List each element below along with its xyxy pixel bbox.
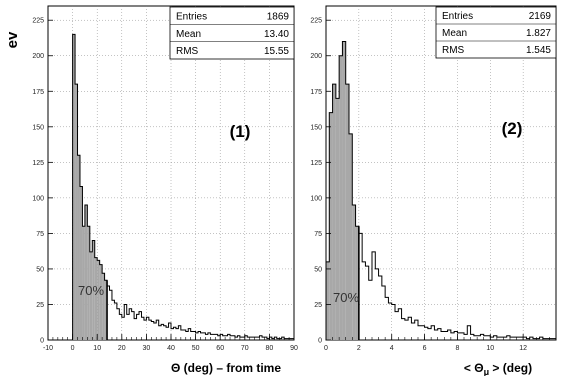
- plot-frame: [325, 5, 557, 341]
- stats-value: 1869: [267, 11, 290, 22]
- histogram-bar-shaded: [329, 112, 333, 341]
- y-tick-label: 200: [32, 53, 44, 60]
- x-tick-label: 10: [93, 345, 101, 352]
- stats-value: 1.545: [526, 45, 551, 56]
- histogram-bar-shaded: [89, 251, 93, 340]
- x-tick-label: 60: [216, 345, 224, 352]
- stats-value: 13.40: [264, 29, 289, 40]
- x-tick-label: 90: [290, 345, 298, 352]
- histogram-bar-shaded: [79, 186, 83, 340]
- y-tick-label: 75: [314, 231, 322, 238]
- x-tick-label: 70: [241, 345, 249, 352]
- x-tick-label: 8: [455, 345, 459, 352]
- histogram-bar-shaded: [75, 84, 78, 340]
- y-tick-label: 225: [32, 18, 44, 25]
- x-tick-label: 10: [486, 345, 494, 352]
- histogram-outline: [72, 33, 295, 340]
- shaded-percent-label: 70%: [333, 290, 359, 305]
- x-tick-label: 4: [390, 345, 394, 352]
- x-axis-label-panel-2-sub: μ: [484, 367, 490, 376]
- stats-key: Mean: [176, 29, 201, 40]
- y-tick-label: 0: [318, 338, 322, 345]
- y-tick-label: 100: [310, 195, 322, 202]
- y-tick-label: 50: [36, 266, 44, 273]
- histogram-bar-shaded: [355, 226, 359, 340]
- histogram-bar-shaded: [345, 84, 349, 340]
- shaded-percent-label: 70%: [78, 283, 104, 298]
- stats-key: Entries: [176, 11, 207, 22]
- x-axis-label-panel-2: < Θμ > (deg): [464, 361, 532, 376]
- histogram-bar-shaded: [326, 261, 330, 340]
- y-tick-label: 0: [40, 338, 44, 345]
- stats-box: [435, 6, 557, 59]
- x-tick-label: 6: [423, 345, 427, 352]
- y-tick-label: 125: [310, 160, 322, 167]
- x-tick-label: 0: [71, 345, 75, 352]
- stats-value: 15.55: [264, 46, 289, 57]
- x-tick-label: 0: [324, 345, 328, 352]
- histogram-panel-theta-mu: 0 25 50 75 100 125 150 175 200 225 0 2 4 6 8 10 12 (2) 70%…: [310, 5, 557, 352]
- panel-label: (1): [230, 122, 251, 141]
- y-tick-label: 100: [32, 195, 44, 202]
- x-axis-label-panel-1: Θ (deg) – from time: [171, 361, 281, 375]
- stats-key: Mean: [442, 28, 467, 39]
- stats-key: Entries: [442, 11, 473, 22]
- histogram-bar-shaded: [82, 226, 85, 340]
- histogram-bar-shaded: [72, 34, 76, 340]
- x-tick-label: 12: [519, 345, 527, 352]
- histogram-bar-shaded: [77, 155, 80, 340]
- histogram-bar-shaded: [339, 55, 343, 340]
- histogram-bar-shaded: [352, 204, 356, 340]
- y-tick-label: 175: [32, 89, 44, 96]
- y-tick-label: 75: [36, 231, 44, 238]
- histogram-bar-shaded: [99, 264, 103, 340]
- stats-box: [169, 6, 295, 60]
- histogram-bar-shaded: [335, 98, 340, 340]
- y-tick-label: 25: [314, 302, 322, 309]
- histogram-bar-shaded: [332, 84, 336, 340]
- x-tick-label: 30: [143, 345, 151, 352]
- histogram-bar-shaded: [92, 240, 95, 340]
- y-axis-label: ev: [4, 31, 21, 48]
- x-tick-label: 40: [167, 345, 175, 352]
- histogram-bar-shaded: [84, 204, 88, 340]
- x-axis-label-panel-2-head: < Θ: [464, 361, 484, 375]
- y-tick-label: 200: [310, 53, 322, 60]
- panel-label: (2): [502, 119, 523, 138]
- y-tick-label: 50: [314, 266, 322, 273]
- histogram-bar-shaded: [97, 260, 100, 340]
- histogram-bar-shaded: [94, 257, 98, 340]
- histogram-bar-shaded: [104, 280, 108, 340]
- y-tick-label: 125: [32, 160, 44, 167]
- y-tick-label: 150: [32, 124, 44, 131]
- x-axis-label-panel-2-tail: > (deg): [489, 361, 532, 375]
- histogram-bar-shaded: [342, 41, 346, 340]
- y-tick-label: 225: [310, 18, 322, 25]
- x-tick-label: 80: [266, 345, 274, 352]
- histogram-bar-shaded: [87, 226, 90, 340]
- stats-key: RMS: [442, 45, 465, 56]
- histogram-outline: [325, 41, 557, 340]
- x-tick-label: 20: [118, 345, 126, 352]
- y-tick-label: 25: [36, 302, 44, 309]
- histogram-bar-shaded: [349, 133, 353, 340]
- histogram-bar-shaded: [102, 273, 105, 340]
- stats-value: 2169: [529, 11, 552, 22]
- x-tick-label: -10: [43, 345, 53, 352]
- stats-value: 1.827: [526, 28, 551, 39]
- x-tick-label: 2: [357, 345, 361, 352]
- x-tick-label: 50: [192, 345, 200, 352]
- y-tick-label: 150: [310, 124, 322, 131]
- y-tick-label: 175: [310, 89, 322, 96]
- stats-key: RMS: [176, 46, 199, 57]
